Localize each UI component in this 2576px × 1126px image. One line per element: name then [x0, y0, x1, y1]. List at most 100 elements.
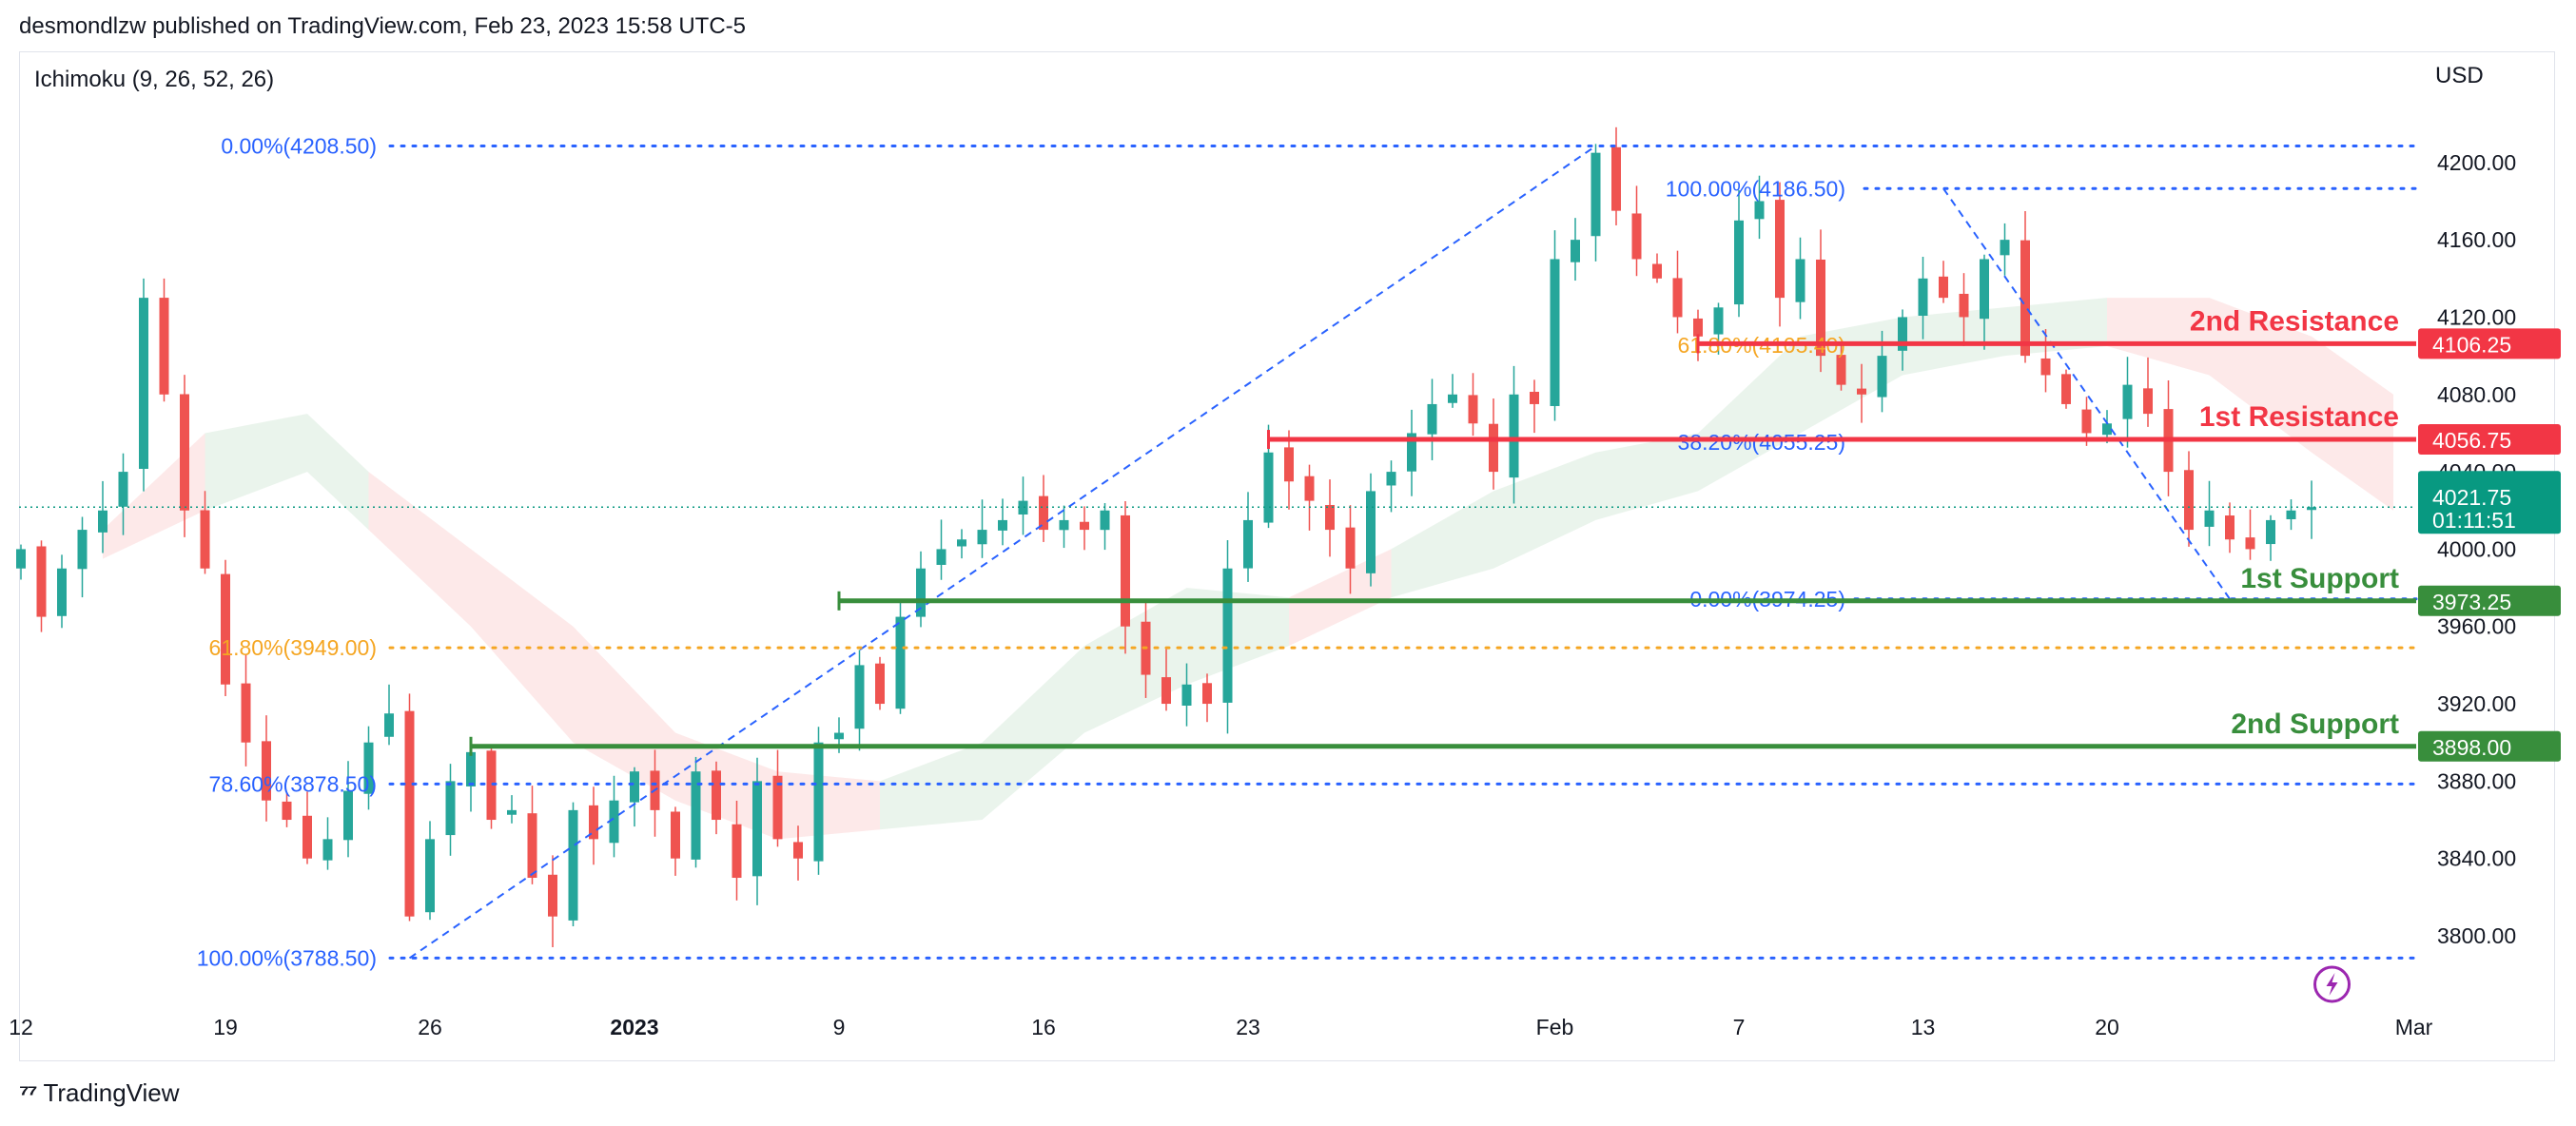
- candle-body: [343, 790, 353, 841]
- candle-body: [1263, 452, 1274, 523]
- ichimoku-cloud-segment: [1186, 588, 1289, 685]
- candle-body: [1345, 527, 1356, 569]
- candle-body: [2081, 409, 2092, 434]
- support-price-tag: 3973.25: [2418, 585, 2561, 616]
- resistance-level-label: 2nd Resistance: [2190, 305, 2399, 337]
- current-price-countdown: 01:11:51: [2432, 508, 2516, 533]
- candle-body: [916, 568, 926, 617]
- price-tag-bg: [2418, 424, 2561, 456]
- candle-body: [1775, 200, 1785, 299]
- candle-body: [977, 530, 987, 545]
- candle-body: [1836, 355, 1846, 385]
- candle-body: [1816, 259, 1825, 357]
- candle-body: [527, 813, 537, 879]
- ichimoku-cloud-segment: [1800, 317, 1903, 434]
- candle-body: [384, 713, 394, 737]
- candle-body: [998, 519, 1007, 531]
- candle-body: [200, 510, 210, 569]
- ichimoku-cloud-segment: [2312, 336, 2393, 511]
- candle-body: [752, 781, 762, 877]
- candle-body: [486, 750, 497, 821]
- ichimoku-cloud-segment: [1595, 433, 1698, 520]
- ichimoku-cloud-segment: [1391, 491, 1493, 598]
- candle-body: [1366, 491, 1376, 573]
- ichimoku-cloud-segment: [1698, 336, 1801, 492]
- ichimoku-cloud-segment: [880, 742, 983, 830]
- x-axis-tick-label: 13: [1911, 1015, 1936, 1039]
- support-level-label: 1st Support: [2240, 563, 2399, 594]
- candle-body: [262, 741, 271, 801]
- candle-body: [1059, 519, 1069, 531]
- fib-left-level-label: 100.00%(3788.50): [197, 945, 377, 970]
- x-axis-tick-label: 7: [1733, 1015, 1746, 1039]
- price-tag-value: 4106.25: [2432, 332, 2511, 357]
- x-axis-tick-label: 26: [418, 1015, 442, 1039]
- ichimoku-cloud-segment: [573, 626, 675, 801]
- fib-right-level-label: 38.20%(4055.25): [1678, 430, 1845, 455]
- candle-body: [1509, 394, 1519, 478]
- candle-body: [1468, 395, 1478, 424]
- y-axis-tick-label: 3880.00: [2437, 768, 2516, 793]
- candle-body: [1161, 677, 1171, 705]
- fib-left-level-label: 78.60%(3878.50): [209, 771, 377, 796]
- candle-body: [1590, 152, 1601, 237]
- candle-body: [1898, 317, 1907, 351]
- candle-body: [425, 839, 435, 913]
- x-axis-tick-label: 20: [2095, 1015, 2119, 1039]
- price-tag-bg: [2418, 328, 2561, 359]
- fib-left-level-label: 61.80%(3949.00): [209, 635, 377, 660]
- footer-brand[interactable]: ⁷⁷ TradingView: [19, 1078, 180, 1108]
- candle-body: [2286, 510, 2296, 519]
- candle-body: [1448, 394, 1457, 403]
- ichimoku-cloud-segment: [1493, 452, 1596, 569]
- candle-body: [1222, 568, 1233, 703]
- lightning-event-icon[interactable]: [2313, 965, 2351, 1003]
- y-axis-tick-label: 3840.00: [2437, 846, 2516, 871]
- x-axis-tick-label: 9: [833, 1015, 846, 1039]
- candle-body: [1284, 447, 1294, 482]
- candle-body: [159, 298, 169, 395]
- candle-body: [302, 815, 312, 859]
- currency-label: USD: [2435, 63, 2484, 88]
- candle-body: [854, 665, 865, 729]
- y-axis-tick-label: 4000.00: [2437, 536, 2516, 561]
- candle-body: [1795, 259, 1805, 302]
- candle-body: [1530, 391, 1539, 404]
- candle-body: [1713, 307, 1724, 335]
- resistance-price-tag: 4056.75: [2418, 424, 2561, 456]
- fib-right-level-label: 100.00%(4186.50): [1666, 176, 1845, 201]
- candle-body: [1571, 240, 1580, 262]
- indicator-label[interactable]: Ichimoku (9, 26, 52, 26): [34, 67, 275, 92]
- candle-body: [1652, 263, 1662, 279]
- candle-body: [1325, 504, 1335, 531]
- x-axis-tick-label: 12: [9, 1015, 33, 1039]
- candle-body: [548, 874, 557, 917]
- current-price-value: 4021.75: [2432, 485, 2511, 510]
- candle-body: [1550, 259, 1560, 406]
- candle-body: [2020, 240, 2030, 357]
- candle-body: [221, 573, 230, 685]
- candle-body: [1121, 514, 1130, 627]
- candle-body: [1918, 278, 1928, 317]
- price-tag-value: 3898.00: [2432, 735, 2511, 760]
- candle-body: [1304, 476, 1315, 501]
- candle-body: [1611, 146, 1621, 211]
- fib-right-trendline: [1942, 187, 2231, 600]
- candle-body: [1080, 521, 1089, 531]
- x-axis-tick-label: Mar: [2395, 1015, 2433, 1039]
- candle-body: [1407, 433, 1416, 472]
- candle-body: [1672, 278, 1683, 318]
- y-axis-tick-label: 3920.00: [2437, 691, 2516, 716]
- candle-body: [2102, 423, 2112, 436]
- candle-body: [241, 683, 251, 743]
- tradingview-logo-icon: ⁷⁷: [19, 1078, 38, 1107]
- candle-body: [2000, 240, 2010, 256]
- candle-body: [1959, 293, 1969, 318]
- candle-body: [2184, 470, 2194, 531]
- candle-body: [16, 549, 26, 569]
- price-tag-value: 3973.25: [2432, 590, 2511, 614]
- candle-body: [1754, 201, 1765, 220]
- candle-body: [1039, 495, 1048, 531]
